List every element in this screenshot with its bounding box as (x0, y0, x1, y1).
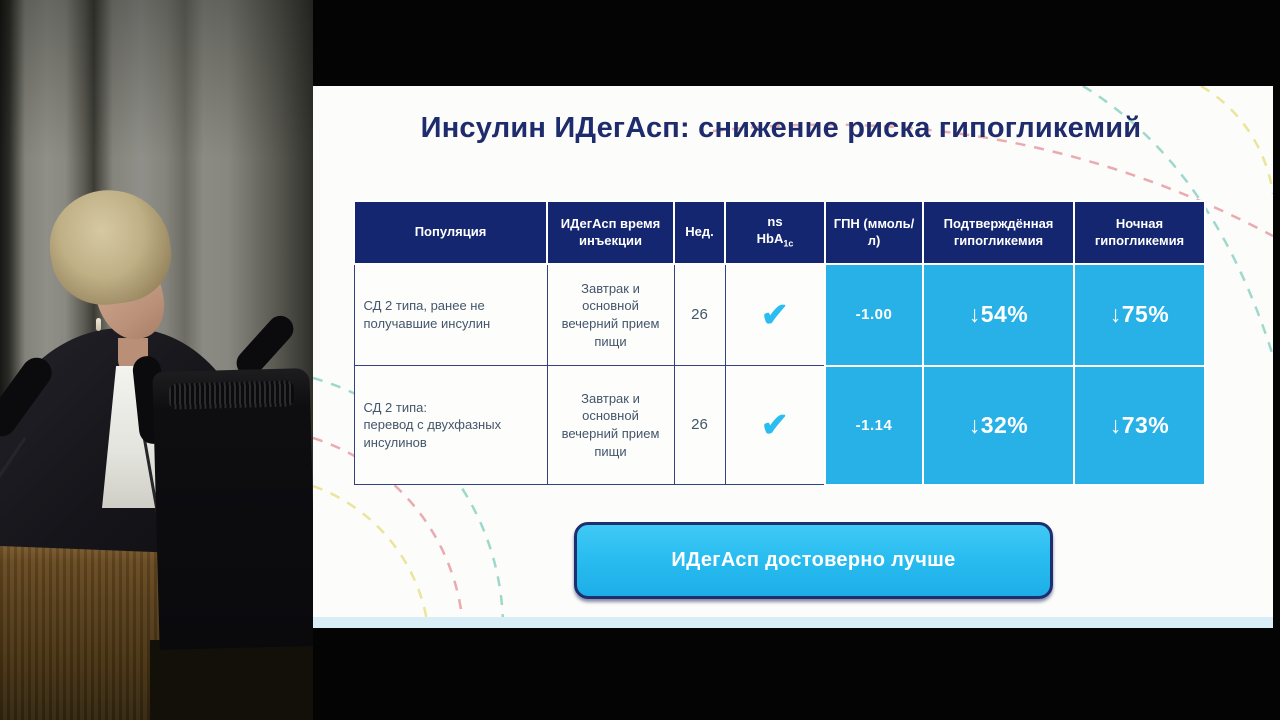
conclusion-banner: ИДегАсп достоверно лучше (574, 522, 1053, 599)
table-header-row: Популяция ИДегАсп время инъекции Нед. ns… (353, 200, 1206, 265)
presentation-slide: Инсулин ИДегАсп: снижение риска гипоглик… (313, 86, 1273, 628)
cell-population: СД 2 типа, ранее не получавшие инсулин (353, 263, 548, 366)
col-header-weeks: Нед. (673, 200, 726, 265)
cell-population: СД 2 типа: перевод с двухфазных инсулино… (353, 365, 548, 485)
cell-nocturnal-hypo: ↓75% (1073, 263, 1206, 367)
monitor-shadow (150, 640, 313, 720)
col-header-population: Популяция (353, 200, 548, 265)
cell-weeks: 26 (673, 365, 726, 485)
cell-fpg: -1.14 (824, 364, 924, 486)
ns-label: ns (767, 214, 783, 230)
col-header-injection-time: ИДегАсп время инъекции (546, 200, 675, 265)
cell-fpg: -1.00 (824, 263, 924, 367)
cell-confirmed-hypo: ↓54% (922, 263, 1075, 367)
table-row: СД 2 типа: перевод с двухфазных инсулино… (353, 364, 1206, 486)
cell-injection-time: Завтрак и основной вечерний прием пищи (546, 263, 675, 366)
table-row: СД 2 типа, ранее не получавшие инсулин З… (353, 263, 1206, 367)
speaker-photo (0, 0, 313, 720)
col-header-hba1c: ns HbA1c (724, 200, 826, 265)
earring (96, 318, 101, 331)
hba-label: HbA (756, 231, 784, 247)
cell-confirmed-hypo: ↓32% (922, 364, 1075, 486)
results-table: Популяция ИДегАсп время инъекции Нед. ns… (353, 200, 1206, 486)
slide-bottom-strip (313, 617, 1273, 628)
monitor-vent-grille (168, 380, 295, 410)
checkmark-icon: ✔ (724, 365, 826, 485)
col-header-nocturnal-hypo: Ночная гипогликемия (1073, 200, 1206, 265)
hba-subscript: 1c (783, 238, 794, 249)
monitor-back (152, 367, 313, 651)
col-header-fpg: ГПН (ммоль/л) (824, 200, 924, 265)
cell-weeks: 26 (673, 263, 726, 366)
cell-nocturnal-hypo: ↓73% (1073, 364, 1206, 486)
col-header-confirmed-hypo: Подтверждённая гипогликемия (922, 200, 1075, 265)
slide-title: Инсулин ИДегАсп: снижение риска гипоглик… (420, 112, 1142, 144)
checkmark-icon: ✔ (724, 263, 826, 366)
cell-injection-time: Завтрак и основной вечерний прием пищи (546, 365, 675, 485)
